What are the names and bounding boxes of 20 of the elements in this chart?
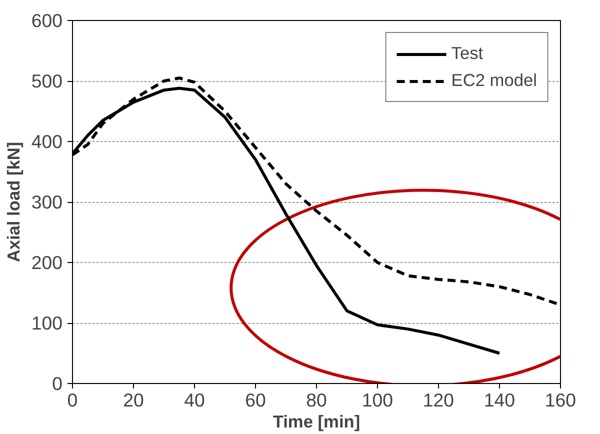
y-tick-label: 500 [31,70,63,92]
x-tick-label: 0 [67,390,78,410]
x-axis-title: Time [min] [272,412,360,432]
x-tick-label: 60 [245,390,266,410]
x-tick-label: 140 [484,390,516,410]
legend-label: EC2 model [451,70,537,91]
x-tick-label: 80 [306,390,327,410]
y-tick-label: 100 [31,312,63,334]
y-tick-label: 200 [31,252,63,273]
x-tick-label: 120 [422,390,454,410]
legend-label: Test [451,43,484,64]
y-tick-label: 400 [31,131,63,152]
x-tick-label: 160 [544,390,576,410]
x-tick-label: 20 [123,390,144,410]
y-tick-label: 600 [31,10,63,31]
x-tick-label: 100 [362,390,394,410]
x-tick-label: 40 [184,390,205,410]
y-tick-label: 300 [31,192,63,212]
y-tick-label: 0 [52,373,63,394]
y-axis-title: Axial load [kN] [3,142,24,262]
